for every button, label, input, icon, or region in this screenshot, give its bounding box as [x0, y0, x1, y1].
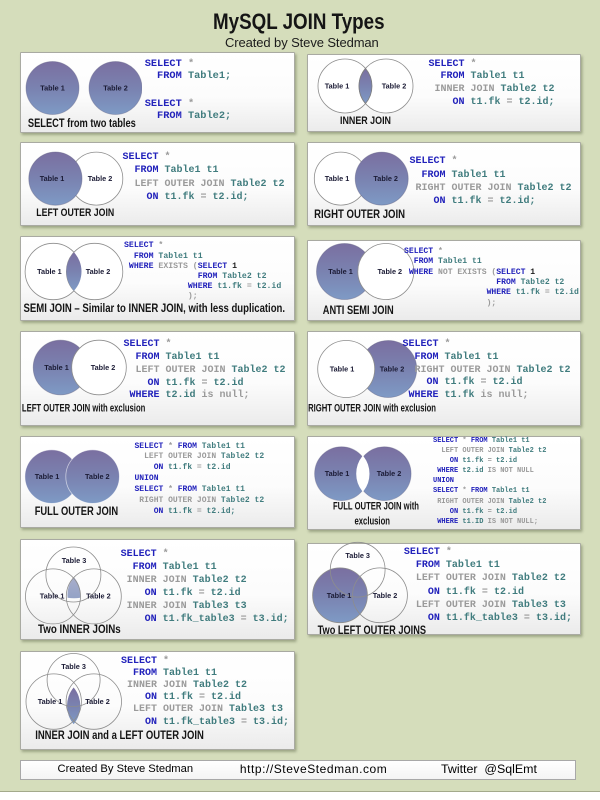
svg-text:Table 2: Table 2: [86, 267, 111, 276]
svg-text:Table 2: Table 2: [103, 84, 128, 93]
svg-text:Table 2: Table 2: [91, 363, 116, 372]
svg-text:Table 1: Table 1: [40, 174, 65, 183]
svg-text:Table 1: Table 1: [40, 84, 65, 93]
svg-text:Table 2: Table 2: [373, 591, 398, 600]
svg-text:Table 1: Table 1: [37, 267, 62, 276]
svg-text:Table 2: Table 2: [377, 469, 402, 478]
svg-text:Table 2: Table 2: [373, 174, 398, 183]
svg-text:Table 1: Table 1: [325, 174, 350, 183]
svg-text:Table 1: Table 1: [328, 267, 353, 276]
svg-text:Table 2: Table 2: [85, 472, 110, 481]
svg-text:Table 2: Table 2: [85, 697, 110, 706]
svg-text:Table 2: Table 2: [86, 592, 111, 601]
svg-text:Table 1: Table 1: [325, 469, 350, 478]
svg-text:Table 3: Table 3: [62, 556, 87, 565]
svg-text:Table 1: Table 1: [35, 472, 60, 481]
svg-text:Table 2: Table 2: [382, 82, 407, 91]
svg-text:Table 2: Table 2: [377, 267, 402, 276]
svg-text:Table 1: Table 1: [38, 697, 63, 706]
svg-text:Table 1: Table 1: [44, 363, 69, 372]
svg-text:Table 1: Table 1: [327, 591, 352, 600]
svg-text:Table 3: Table 3: [345, 551, 370, 560]
svg-text:Table 2: Table 2: [88, 174, 113, 183]
svg-text:Table 3: Table 3: [61, 662, 86, 671]
svg-text:Table 1: Table 1: [40, 592, 65, 601]
svg-text:Table 1: Table 1: [325, 82, 350, 91]
svg-text:Table 2: Table 2: [380, 365, 405, 374]
svg-text:Table 1: Table 1: [330, 365, 355, 374]
